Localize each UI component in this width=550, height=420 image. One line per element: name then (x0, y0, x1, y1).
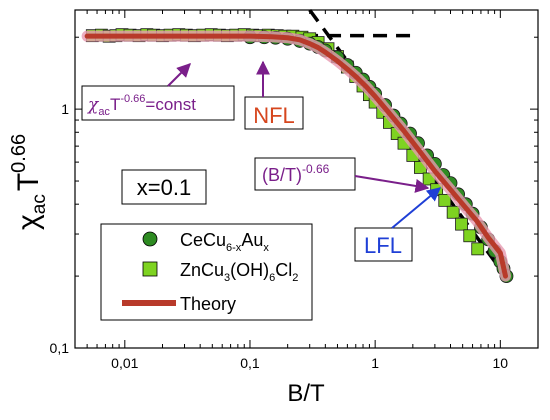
power-label-base: (B/T) (262, 165, 302, 185)
legend-zncu-c: (OH) (230, 260, 269, 280)
y-axis-title-base: χ (12, 214, 45, 230)
x-axis-title: B/T (287, 380, 325, 407)
lfl-label: LFL (364, 233, 402, 258)
const-label-eq: =const (145, 95, 196, 114)
power-label-exp: -0.66 (302, 162, 330, 176)
legend-cecu-b: 6-x (226, 242, 242, 254)
y-axis-title: χac T0.66 (8, 134, 50, 230)
legend-cecu-label: CeCu6-xAux (180, 230, 269, 254)
const-label-chi: χ (87, 95, 100, 115)
legend-theory-label: Theory (180, 294, 236, 314)
const-label-box (81, 85, 235, 121)
legend-cecu-marker (142, 231, 158, 247)
zncu-point (446, 205, 460, 219)
legend-zncu-e: Cl (275, 260, 292, 280)
legend-cecu-d: x (263, 242, 269, 254)
y-axis-title-main: T (12, 173, 45, 191)
y-axis-title-sup: 0.66 (8, 134, 30, 173)
axis-ticks (74, 10, 539, 349)
y-tick-label: 1 (61, 101, 69, 117)
legend: CeCu6-xAux ZnCu3(OH)6Cl2 Theory (100, 223, 313, 321)
theory-curve (84, 33, 509, 279)
x-tick-label: 10 (493, 355, 509, 371)
const-arrow (167, 63, 191, 87)
legend-zncu-d: 6 (269, 272, 275, 284)
x-tick-label: 0,1 (240, 355, 260, 371)
nfl-box (244, 96, 304, 130)
lfl-box (354, 227, 413, 262)
x-value-label: x=0.1 (137, 175, 191, 200)
nfl-label: NFL (253, 103, 295, 128)
legend-zncu-b: 3 (224, 272, 230, 284)
axis-tick-labels: 0,01 0,1 1 10 0,1 1 (50, 101, 509, 371)
y-tick-label: 0,1 (50, 340, 70, 356)
const-label: χacT-0.66=const (87, 93, 196, 118)
legend-zncu-label: ZnCu3(OH)6Cl2 (180, 260, 298, 284)
power-label: (B/T)-0.66 (262, 162, 330, 185)
legend-cecu-c: Au (241, 230, 263, 250)
zncu-point (455, 217, 468, 231)
x-tick-label: 1 (371, 355, 379, 371)
const-label-t: T (110, 95, 120, 114)
series-theory (81, 30, 512, 282)
lfl-arrow (391, 187, 442, 229)
legend-zncu-a: ZnCu (180, 260, 224, 280)
svg-text:χacT0.66: χac T0.66 (8, 134, 50, 230)
legend-cecu-a: CeCu (180, 230, 226, 250)
power-label-box (254, 157, 356, 191)
x-tick-label: 0,01 (111, 355, 138, 371)
const-label-exp: -0.66 (120, 93, 145, 105)
legend-zncu-f: 2 (292, 272, 298, 284)
y-axis-title-sub: ac (29, 194, 50, 214)
zncu-point (463, 229, 477, 243)
x-value-box (121, 169, 207, 205)
const-label-sub: ac (98, 106, 110, 118)
legend-zncu-marker (142, 261, 158, 277)
zncu-point (471, 242, 485, 256)
power-arrow (354, 175, 430, 193)
plot-frame (74, 9, 539, 349)
